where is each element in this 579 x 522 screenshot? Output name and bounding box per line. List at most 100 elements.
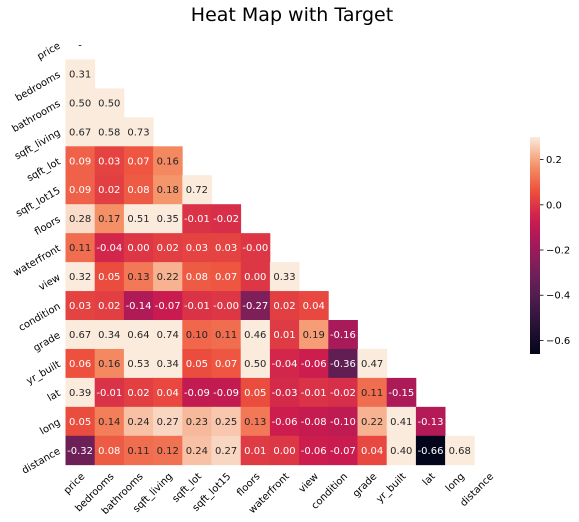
heatmap-cell bbox=[65, 320, 96, 350]
heatmap-cell bbox=[94, 175, 125, 205]
heatmap-cell bbox=[182, 320, 212, 350]
cell-value-label: 0.00 bbox=[244, 272, 266, 283]
heatmap-cell bbox=[153, 320, 183, 350]
heatmap-cell bbox=[211, 348, 242, 379]
heatmap-cell bbox=[153, 435, 183, 466]
cell-value-label: -0.15 bbox=[388, 388, 414, 399]
heatmap-cell bbox=[240, 348, 271, 379]
cell-value-label: 0.05 bbox=[69, 417, 91, 428]
heatmap-cell bbox=[65, 204, 96, 234]
heatmap-cell bbox=[123, 233, 154, 263]
heatmap-cell bbox=[240, 320, 271, 350]
heatmap-cell bbox=[357, 348, 388, 379]
y-tick-label: distance bbox=[20, 446, 62, 477]
heatmap-cell bbox=[211, 262, 242, 292]
cell-value-label: 0.05 bbox=[186, 359, 208, 370]
heatmap-cell bbox=[153, 377, 183, 408]
cell-value-label: 0.47 bbox=[361, 359, 383, 370]
cell-value-label: -0.07 bbox=[330, 446, 356, 457]
cell-value-label: 0.13 bbox=[127, 272, 149, 283]
cell-value-label: 0.04 bbox=[303, 301, 325, 312]
heatmap-cell bbox=[357, 377, 388, 408]
heatmap-cell bbox=[65, 88, 96, 118]
heatmap-cell bbox=[240, 406, 271, 437]
heatmap-cell bbox=[269, 406, 300, 437]
heatmap-cell bbox=[211, 233, 242, 263]
heatmap-cell bbox=[240, 233, 271, 263]
heatmap-cell bbox=[65, 291, 96, 321]
cell-value-label: -0.01 bbox=[96, 388, 122, 399]
cell-value-label: 0.67 bbox=[69, 127, 91, 138]
heatmap-cell bbox=[240, 435, 271, 466]
heatmap-cell bbox=[94, 146, 125, 176]
cell-value-label: 0.18 bbox=[157, 185, 179, 196]
cell-value-label: -0.04 bbox=[272, 359, 298, 370]
heatmap-cell bbox=[357, 435, 388, 466]
heatmap-cell bbox=[299, 377, 329, 408]
heatmap-cell bbox=[240, 377, 271, 408]
cell-value-label: 0.00 bbox=[127, 243, 149, 254]
cell-value-label: 0.72 bbox=[186, 185, 208, 196]
cell-value-label: 0.08 bbox=[186, 272, 208, 283]
heatmap-cell bbox=[269, 377, 300, 408]
x-axis-tick-labels: pricebedroomsbathroomssqft_livingsqft_lo… bbox=[62, 471, 496, 517]
heatmap-cell bbox=[94, 233, 125, 263]
cell-value-label: 0.02 bbox=[273, 301, 295, 312]
cell-value-label: -0.09 bbox=[213, 388, 239, 399]
heatmap-cell bbox=[123, 262, 154, 292]
heatmap-cell bbox=[269, 291, 300, 321]
cell-value-label: -0.02 bbox=[330, 388, 356, 399]
heatmap-cell bbox=[328, 348, 358, 379]
chart-title: Heat Map with Target bbox=[191, 4, 393, 26]
cell-value-label: 0.25 bbox=[215, 417, 237, 428]
cell-value-label: -0.66 bbox=[418, 446, 444, 457]
cell-value-label: -0.00 bbox=[242, 243, 268, 254]
cell-value-label: 0.31 bbox=[69, 69, 91, 80]
y-tick-label: price bbox=[35, 41, 62, 63]
cell-value-label: -0.13 bbox=[418, 417, 444, 428]
heatmap-cell bbox=[123, 377, 154, 408]
cell-value-label: 0.27 bbox=[215, 446, 237, 457]
cell-value-label: 0.03 bbox=[215, 243, 237, 254]
colorbar: −0.6 −0.4 −0.2 0.0 0.2 bbox=[530, 137, 570, 354]
heatmap-cells: 0.31 0.50 0.50 0.67 0.58 0.73 0.09 0.03 0.07 0.16… bbox=[65, 40, 475, 466]
y-tick-label: lat bbox=[46, 388, 63, 404]
heatmap-cell bbox=[94, 204, 125, 234]
heatmap-cell bbox=[153, 146, 183, 176]
cell-value-label: 0.07 bbox=[127, 156, 149, 167]
heatmap-cell bbox=[65, 175, 96, 205]
cell-value-label: 0.03 bbox=[98, 156, 120, 167]
colorbar-tick-label: 0.0 bbox=[546, 200, 562, 211]
heatmap-cell bbox=[328, 435, 358, 466]
cell-value-label: 0.22 bbox=[361, 417, 383, 428]
heatmap-cell bbox=[94, 262, 125, 292]
cell-value-label: 0.41 bbox=[390, 417, 412, 428]
heatmap-cell bbox=[182, 291, 212, 321]
x-tick-label: lat bbox=[421, 471, 438, 488]
heatmap-cell bbox=[211, 320, 242, 350]
cell-value-label: -0.14 bbox=[126, 301, 152, 312]
heatmap-cell bbox=[240, 262, 271, 292]
cell-value-label: 0.64 bbox=[127, 330, 149, 341]
cell-value-label: 0.50 bbox=[98, 98, 120, 109]
cell-value-label: -0.06 bbox=[301, 446, 327, 457]
heatmap-cell bbox=[182, 175, 212, 205]
cell-value-label: -0.07 bbox=[155, 301, 181, 312]
heatmap-cell bbox=[269, 262, 300, 292]
heatmap-cell bbox=[299, 348, 329, 379]
cell-value-label: 0.09 bbox=[69, 156, 91, 167]
cell-value-label: 0.32 bbox=[69, 272, 91, 283]
cell-value-label: 0.07 bbox=[215, 272, 237, 283]
cell-value-label: 0.24 bbox=[127, 417, 149, 428]
cell-value-label: 0.53 bbox=[127, 359, 149, 370]
cell-value-label: -0.08 bbox=[301, 417, 327, 428]
heatmap-cell bbox=[182, 233, 212, 263]
heatmap-cell bbox=[211, 406, 242, 437]
x-tick-label: long bbox=[444, 471, 467, 494]
heatmap-cell bbox=[123, 146, 154, 176]
heatmap-cell bbox=[65, 59, 96, 89]
heatmap-cell bbox=[94, 406, 125, 437]
y-axis-tick-labels: pricebedroomsbathroomssqft_livingsqft_lo… bbox=[10, 41, 62, 477]
heatmap-cell bbox=[123, 291, 154, 321]
